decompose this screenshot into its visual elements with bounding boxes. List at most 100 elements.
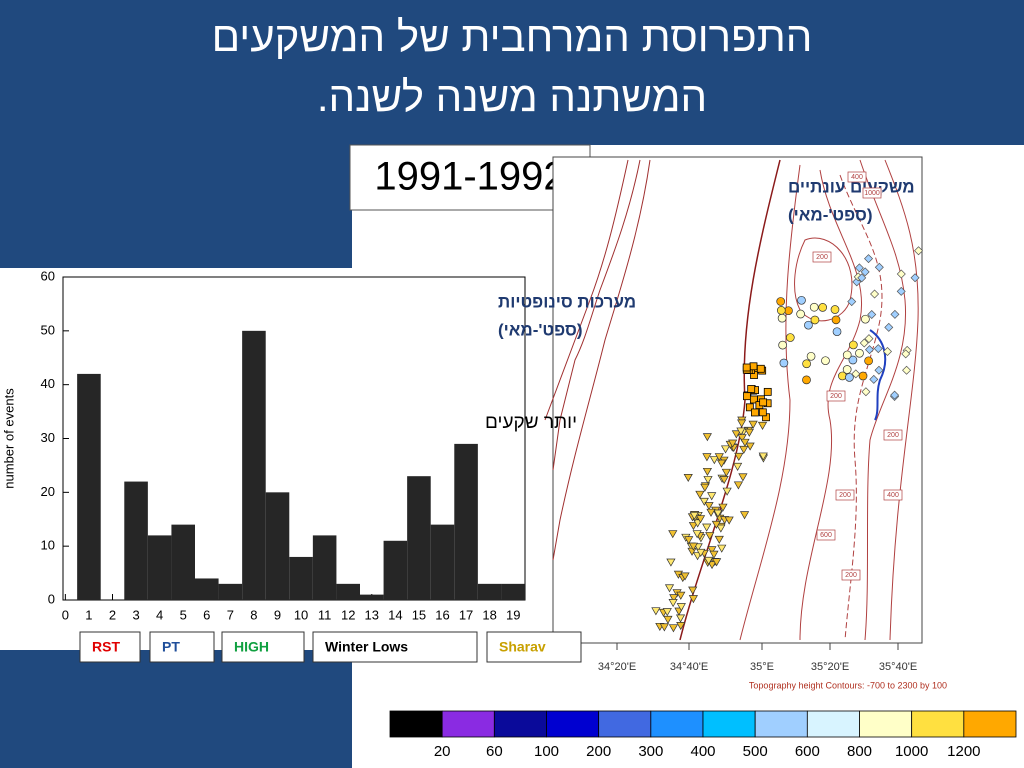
station-marker (737, 434, 747, 443)
contour-label: 600 (820, 532, 832, 539)
station-marker (724, 516, 734, 525)
station-marker (692, 530, 702, 539)
station-marker (676, 591, 686, 600)
station-marker (857, 273, 867, 283)
colorbar-cell (806, 710, 860, 738)
station-marker (717, 544, 727, 553)
colorbar-label: 800 (847, 743, 872, 760)
station-marker (873, 344, 883, 354)
legend-box (79, 631, 141, 663)
y-tick-label: 40 (41, 376, 55, 391)
station-marker (902, 365, 912, 375)
station-marker (651, 607, 661, 616)
station-marker (734, 452, 744, 461)
contour-label: 200 (839, 492, 851, 499)
x-tick-label: 18 (482, 607, 496, 622)
station-marker (689, 511, 699, 520)
station-marker (847, 297, 857, 307)
colorbar-cell (859, 710, 913, 738)
x-tick-label: 9 (274, 607, 281, 622)
station-marker (707, 492, 717, 501)
x-tick-label: 4 (156, 607, 163, 622)
title-line: התפרוסת המרחבית של המשקעים (212, 13, 813, 60)
station-marker (806, 351, 816, 361)
station-marker (779, 358, 789, 368)
station-marker (714, 453, 724, 462)
station-marker (669, 594, 679, 603)
contour (859, 159, 907, 641)
station-marker (706, 508, 716, 517)
station-marker (851, 369, 861, 379)
y-axis-label: number of events (1, 388, 16, 489)
station-marker (842, 365, 852, 374)
colorbar-label: 100 (534, 743, 559, 760)
bar (430, 524, 455, 600)
station-marker (704, 556, 714, 565)
station-marker (802, 359, 811, 369)
station-marker (890, 309, 900, 319)
bar (242, 330, 266, 600)
contour-label-box (826, 390, 846, 402)
station-marker (714, 535, 724, 544)
contour-label: 200 (830, 393, 842, 400)
station-marker (696, 548, 706, 557)
x-tick-label: 15 (412, 607, 426, 622)
station-marker (830, 305, 840, 314)
bar (407, 476, 431, 600)
map-frame (552, 156, 923, 644)
chart-annotation: מערכות סינופטיות (498, 292, 636, 311)
lake (869, 329, 887, 421)
station-marker (890, 390, 900, 400)
x-tick-label: 10 (294, 607, 308, 622)
chart-annotation: יותר שקעים (485, 412, 577, 433)
station-marker (680, 572, 690, 581)
station-marker (848, 355, 858, 365)
station-marker (688, 595, 698, 604)
legend-label: PT (162, 639, 180, 655)
station-marker (784, 306, 793, 316)
map-x-tick-label: 34°40'E (670, 661, 708, 673)
station-marker (884, 322, 894, 332)
station-marker (668, 599, 678, 608)
station-marker (745, 403, 754, 412)
contour-label: 400 (851, 174, 863, 181)
contour-label: 200 (816, 254, 828, 261)
station-marker (777, 313, 787, 323)
station-marker (688, 542, 698, 551)
station-marker (683, 473, 693, 483)
contour (739, 164, 801, 641)
station-marker (745, 442, 755, 451)
station-marker (854, 263, 864, 273)
station-marker (832, 327, 842, 337)
station-marker (676, 622, 686, 631)
station-marker (797, 295, 806, 305)
x-tick-label: 12 (341, 607, 355, 622)
colorbar-label: 20 (434, 743, 451, 760)
station-marker (702, 467, 713, 477)
map (544, 156, 924, 644)
x-tick-label: 14 (388, 607, 402, 622)
map-x-tick-label: 35°E (750, 661, 774, 673)
station-marker (711, 520, 721, 529)
station-marker (720, 445, 731, 454)
bar (171, 524, 195, 600)
station-marker (736, 427, 746, 436)
legend-box (149, 631, 215, 663)
contour (884, 159, 919, 641)
colorbar-cell (702, 710, 756, 738)
colorbar-cell (389, 710, 443, 738)
legend-box (486, 631, 582, 663)
y-tick-label: 60 (41, 268, 55, 283)
station-marker (855, 348, 864, 358)
contour-label: 200 (845, 572, 857, 579)
station-marker (865, 345, 875, 355)
colorbar-label: 400 (690, 743, 715, 760)
bar (77, 373, 101, 600)
station-marker (796, 309, 805, 319)
colorbar-label: 500 (743, 743, 768, 760)
contour (552, 159, 641, 471)
station-marker (776, 306, 786, 315)
station-marker (713, 509, 723, 518)
x-tick-label: 5 (180, 607, 187, 622)
station-marker (758, 452, 768, 461)
